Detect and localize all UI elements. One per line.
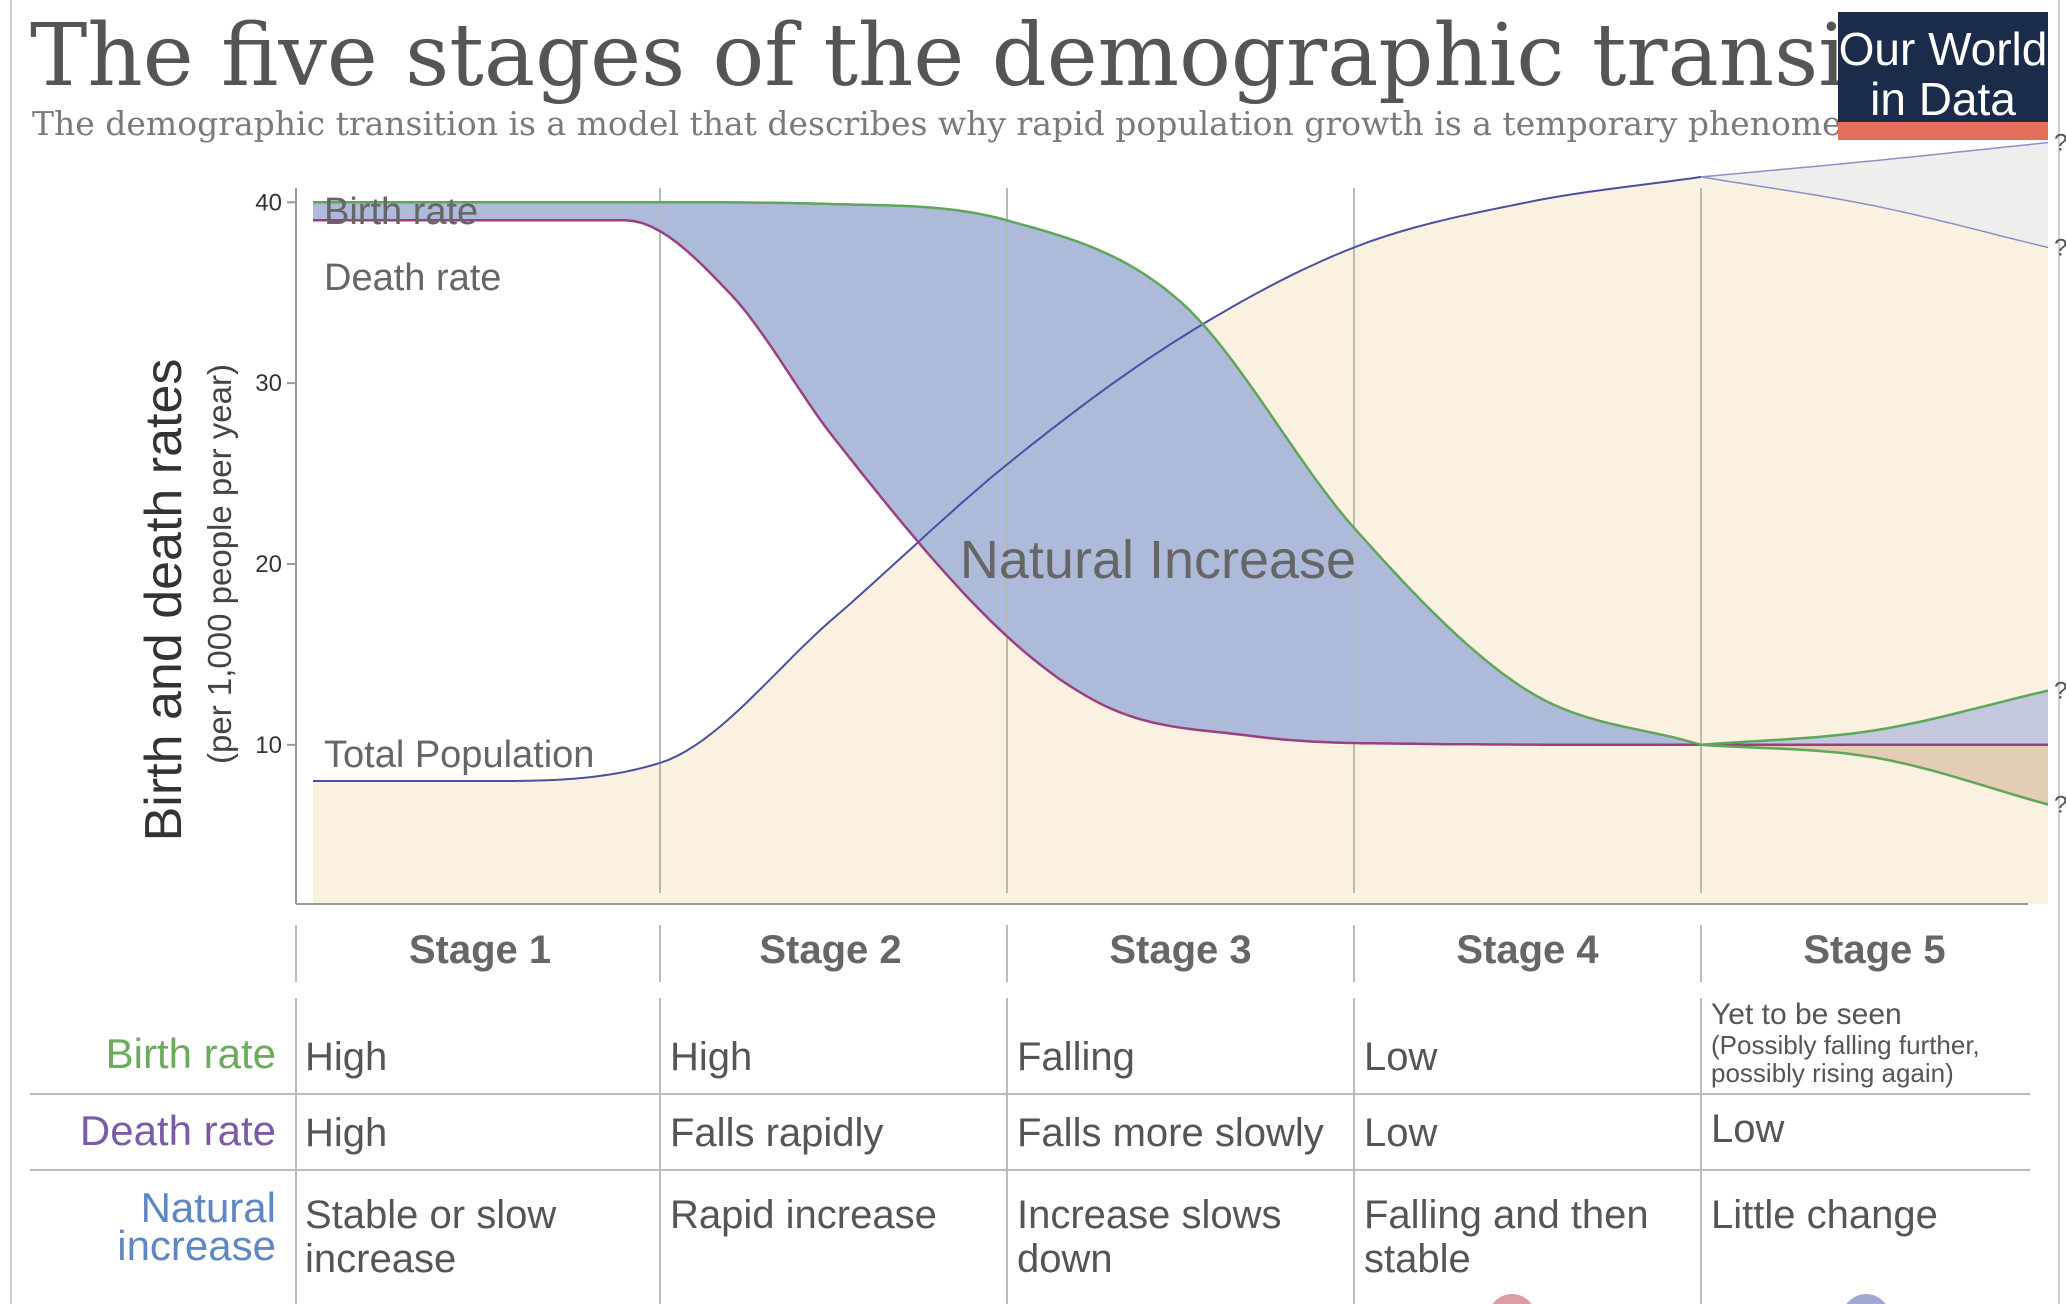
stage-header-5: Stage 5 bbox=[1803, 928, 1945, 972]
chart-subtitle: The demographic transition is a model th… bbox=[32, 104, 1915, 143]
owid-logo[interactable]: Our World in Data bbox=[1838, 12, 2048, 140]
natural-increase-cell-4-line-1: Falling and then bbox=[1364, 1193, 1649, 1237]
death-rate-annotation: Death rate bbox=[324, 257, 501, 299]
death-rate-cell-3: Falls more slowly bbox=[1017, 1111, 1324, 1155]
y-axis-sublabel: (per 1,000 people per year) bbox=[201, 364, 238, 764]
stage4-bottom-icon bbox=[1492, 1294, 1532, 1304]
birth-rate-cell-2: High bbox=[670, 1035, 752, 1079]
population-line bbox=[313, 175, 1702, 782]
row-label-natural-increase-2: increase bbox=[117, 1222, 276, 1269]
question-mark-population-high: ? bbox=[2054, 130, 2066, 157]
birth-rate-note-line-1: (Possibly falling further, bbox=[1711, 1030, 1980, 1060]
logo-line-2: in Data bbox=[1870, 73, 2016, 125]
chart-title: The five stages of the demographic trans… bbox=[30, 6, 2016, 106]
y-tick-label-30: 30 bbox=[255, 370, 282, 397]
population-high-scenario-line bbox=[1700, 141, 2049, 178]
birth-rate-cell-4: Low bbox=[1364, 1035, 1437, 1079]
death-rate-line bbox=[313, 219, 2048, 747]
stage5-increase-area bbox=[1701, 690, 2048, 745]
natural-increase-cell-4-line-2: stable bbox=[1364, 1237, 1471, 1281]
birth-rate-note-line-2: possibly rising again) bbox=[1711, 1058, 1954, 1088]
death-rate-cell-2: Falls rapidly bbox=[670, 1111, 883, 1155]
birth-rate-cell-3: Falling bbox=[1017, 1035, 1135, 1079]
y-tick-label-10: 10 bbox=[255, 732, 282, 759]
birth-rate-annotation: Birth rate bbox=[324, 191, 478, 233]
stage-header-4: Stage 4 bbox=[1456, 928, 1599, 972]
y-tick-label-20: 20 bbox=[255, 551, 282, 578]
row-label-death-rate: Death rate bbox=[80, 1107, 276, 1154]
natural-increase-annotation: Natural Increase bbox=[960, 530, 1356, 590]
natural-increase-cell-3-line-2: down bbox=[1017, 1237, 1113, 1281]
stage-header-2: Stage 2 bbox=[759, 928, 901, 972]
stage-header-3: Stage 3 bbox=[1109, 928, 1251, 972]
logo-accent-bar bbox=[1838, 122, 2048, 140]
row-label-natural-increase-1: Natural bbox=[141, 1184, 276, 1231]
population-low-scenario-line bbox=[1700, 176, 2049, 249]
death-rate-cell-5: Low bbox=[1711, 1107, 1784, 1151]
row-label-birth-rate: Birth rate bbox=[106, 1030, 276, 1077]
birth-rate-high-scenario-line bbox=[1700, 689, 2049, 747]
population-uncertainty-area bbox=[1701, 142, 2048, 248]
stage-header-1: Stage 1 bbox=[409, 928, 551, 972]
question-mark-birth-high: ? bbox=[2054, 678, 2066, 705]
logo-line-1: Our World bbox=[1838, 23, 2048, 75]
birth-rate-cell-1: High bbox=[305, 1035, 387, 1079]
y-axis-label: Birth and death rates bbox=[135, 358, 193, 842]
stage5-bottom-icon bbox=[1846, 1294, 1886, 1304]
natural-increase-cell-1-line-2: increase bbox=[305, 1237, 456, 1281]
natural-increase-cell-1-line-1: Stable or slow bbox=[305, 1193, 556, 1237]
natural-increase-cell-2-line-1: Rapid increase bbox=[670, 1193, 937, 1237]
natural-increase-cell-5-line-1: Little change bbox=[1711, 1193, 1938, 1237]
death-rate-cell-4: Low bbox=[1364, 1111, 1437, 1155]
y-tick-label-40: 40 bbox=[255, 189, 282, 216]
question-mark-population-low: ? bbox=[2054, 234, 2066, 261]
question-mark-birth-low: ? bbox=[2054, 792, 2066, 819]
population-annotation: Total Population bbox=[324, 734, 594, 776]
death-rate-cell-1: High bbox=[305, 1111, 387, 1155]
natural-increase-cell-3-line-1: Increase slows bbox=[1017, 1193, 1282, 1237]
stage5-decrease-area bbox=[1701, 744, 2048, 805]
birth-rate-low-scenario-line bbox=[1700, 743, 2049, 806]
birth-rate-cell-5: Yet to be seen bbox=[1711, 998, 1902, 1031]
birth-rate-line bbox=[313, 201, 1702, 747]
